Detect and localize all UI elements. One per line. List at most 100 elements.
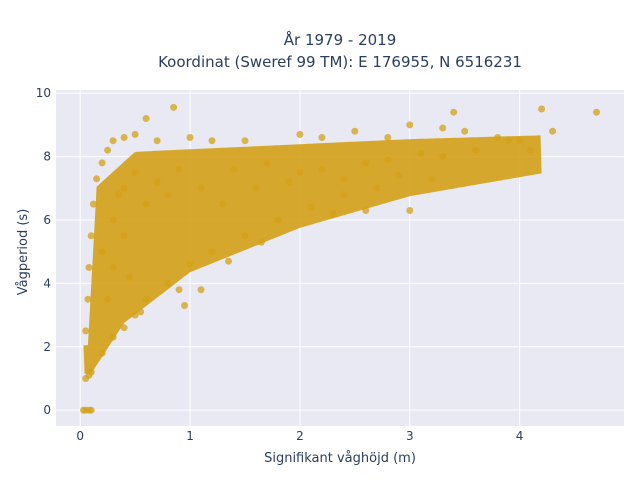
y-axis-title: Vågperiod (s) <box>16 209 31 296</box>
x-tick-label: 2 <box>296 429 304 443</box>
scatter-point <box>142 295 150 303</box>
scatter-point <box>87 232 95 240</box>
scatter-point <box>252 184 260 192</box>
chart-title-line1: År 1979 - 2019 <box>284 30 397 49</box>
scatter-point <box>362 159 370 167</box>
scatter-point <box>257 238 265 246</box>
scatter-point <box>186 260 194 268</box>
scatter-point <box>181 302 188 309</box>
scatter-point <box>98 349 106 357</box>
scatter-point <box>186 134 194 141</box>
scatter-point <box>208 248 216 256</box>
scatter-point <box>362 207 370 214</box>
x-tick-label: 4 <box>516 429 524 443</box>
scatter-point <box>89 200 97 208</box>
scatter-point <box>329 210 337 218</box>
scatter-point <box>104 295 112 303</box>
scatter-point <box>197 184 205 192</box>
scatter-point <box>318 134 326 141</box>
scatter-point <box>406 207 414 214</box>
scatter-point <box>98 159 106 167</box>
scatter-point <box>549 127 557 135</box>
scatter-point <box>109 137 117 145</box>
scatter-point <box>516 137 524 145</box>
scatter-point <box>120 232 128 240</box>
scatter-point <box>93 175 101 183</box>
scatter-point <box>428 175 436 183</box>
y-tick-label: 8 <box>43 150 51 164</box>
scatter-point <box>285 178 293 186</box>
scatter-point <box>351 127 359 135</box>
scatter-point <box>142 115 150 122</box>
chart-title-line2: Koordinat (Sweref 99 TM): E 176955, N 65… <box>158 53 522 71</box>
scatter-points <box>80 103 600 414</box>
scatter-point <box>395 172 403 180</box>
scatter-point <box>84 295 92 303</box>
scatter-point <box>241 232 249 240</box>
scatter-point <box>263 159 271 167</box>
scatter-point <box>137 308 145 316</box>
scatter-point <box>109 264 117 271</box>
scatter-point <box>120 324 128 332</box>
scatter-point <box>461 127 469 135</box>
scatter-point <box>439 124 447 132</box>
scatter-point <box>241 137 249 145</box>
scatter-point <box>340 191 348 199</box>
scatter-point <box>417 149 425 157</box>
y-tick-label: 10 <box>36 86 51 100</box>
tick-labels: 0 1 2 3 4 0 2 4 6 8 10 <box>36 86 524 443</box>
scatter-point <box>87 368 95 376</box>
scatter-point <box>384 156 392 164</box>
scatter-point <box>170 103 178 111</box>
scatter-point <box>131 168 139 176</box>
x-tick-label: 1 <box>186 429 194 443</box>
scatter-point <box>175 286 183 294</box>
scatter-point <box>109 333 117 341</box>
scatter-point <box>472 146 480 154</box>
scatter-point <box>494 134 502 141</box>
scatter-point <box>82 327 90 335</box>
x-tick-label: 3 <box>406 429 414 443</box>
scatter-point <box>307 203 315 211</box>
scatter-point <box>230 165 238 173</box>
scatter-point <box>115 191 123 199</box>
scatter-point <box>274 216 282 224</box>
scatter-point <box>450 108 458 116</box>
scatter-point <box>164 191 172 199</box>
scatter-point <box>318 165 326 173</box>
scatter-point <box>340 175 348 183</box>
scatter-point <box>126 273 134 281</box>
scatter-point <box>175 165 183 173</box>
scatter-point <box>296 168 304 176</box>
scatter-point <box>87 406 95 414</box>
scatter-point <box>142 200 150 208</box>
scatter-point <box>225 257 232 265</box>
scatter-point <box>439 153 447 161</box>
scatter-point <box>109 216 117 224</box>
y-tick-label: 6 <box>43 213 51 227</box>
scatter-point <box>384 134 392 141</box>
scatter-point <box>153 178 161 186</box>
scatter-point <box>131 130 139 138</box>
x-tick-label: 0 <box>76 429 84 443</box>
y-tick-label: 0 <box>43 403 51 417</box>
scatter-point <box>85 264 93 271</box>
scatter-point <box>98 248 106 256</box>
scatter-point <box>219 200 227 208</box>
scatter-point <box>538 105 546 113</box>
scatter-point <box>120 134 128 141</box>
scatter-point <box>505 137 513 145</box>
y-tick-label: 2 <box>43 340 51 354</box>
scatter-point <box>131 311 139 319</box>
scatter-point <box>164 279 172 287</box>
x-axis-title: Signifikant våghöjd (m) <box>264 451 416 466</box>
scatter-point <box>104 146 112 154</box>
scatter-point <box>208 137 216 145</box>
point-cloud-core <box>83 135 542 374</box>
scatter-point <box>153 137 161 145</box>
scatter-point <box>296 130 304 138</box>
scatter-point <box>197 286 205 294</box>
scatter-point <box>373 184 381 192</box>
